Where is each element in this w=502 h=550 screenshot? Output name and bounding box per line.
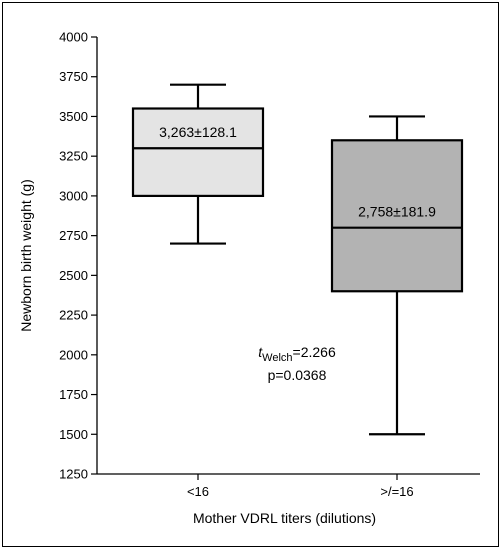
- mean-se-label: 2,758±181.9: [358, 204, 436, 220]
- y-tick-label: 3000: [59, 188, 88, 203]
- p-value-text: p=0.0368: [268, 367, 327, 383]
- y-tick-label: 3500: [59, 109, 88, 124]
- y-tick-label: 4000: [59, 30, 88, 45]
- box-2: 2,758±181.9: [330, 115, 464, 436]
- x-tick-label: >/=16: [380, 484, 413, 499]
- y-tick-label: 1500: [59, 427, 88, 442]
- y-tick-label: 2750: [59, 228, 88, 243]
- iqr-box: [330, 139, 464, 293]
- mean-se-label: 3,263±128.1: [159, 124, 237, 140]
- y-tick-label: 2500: [59, 268, 88, 283]
- welch-statistic-text: tWelch=2.266: [258, 344, 336, 364]
- y-axis-title: Newborn birth weight (g): [18, 179, 34, 332]
- iqr-box: [131, 107, 265, 198]
- y-tick-label: 2000: [59, 347, 88, 362]
- welch-stat-subscript: Welch: [262, 352, 292, 364]
- y-tick-label: 1250: [59, 467, 88, 482]
- y-tick-label: 3750: [59, 69, 88, 84]
- box-1: 3,263±128.1: [131, 83, 265, 245]
- axes: 1250 1500 1750 2000 2250 2500 2750 3000 3250 3500…: [59, 30, 480, 499]
- x-axis-title: Mother VDRL titers (dilutions): [193, 510, 376, 526]
- y-tick-label: 1750: [59, 387, 88, 402]
- y-tick-label: 3250: [59, 149, 88, 164]
- x-tick-label: <16: [187, 484, 209, 499]
- welch-stat-value: =2.266: [293, 344, 336, 360]
- boxes: 3,263±128.1 2,758±181.9: [131, 83, 464, 436]
- welch-stat-symbol: t: [258, 344, 263, 360]
- y-tick-label: 2250: [59, 308, 88, 323]
